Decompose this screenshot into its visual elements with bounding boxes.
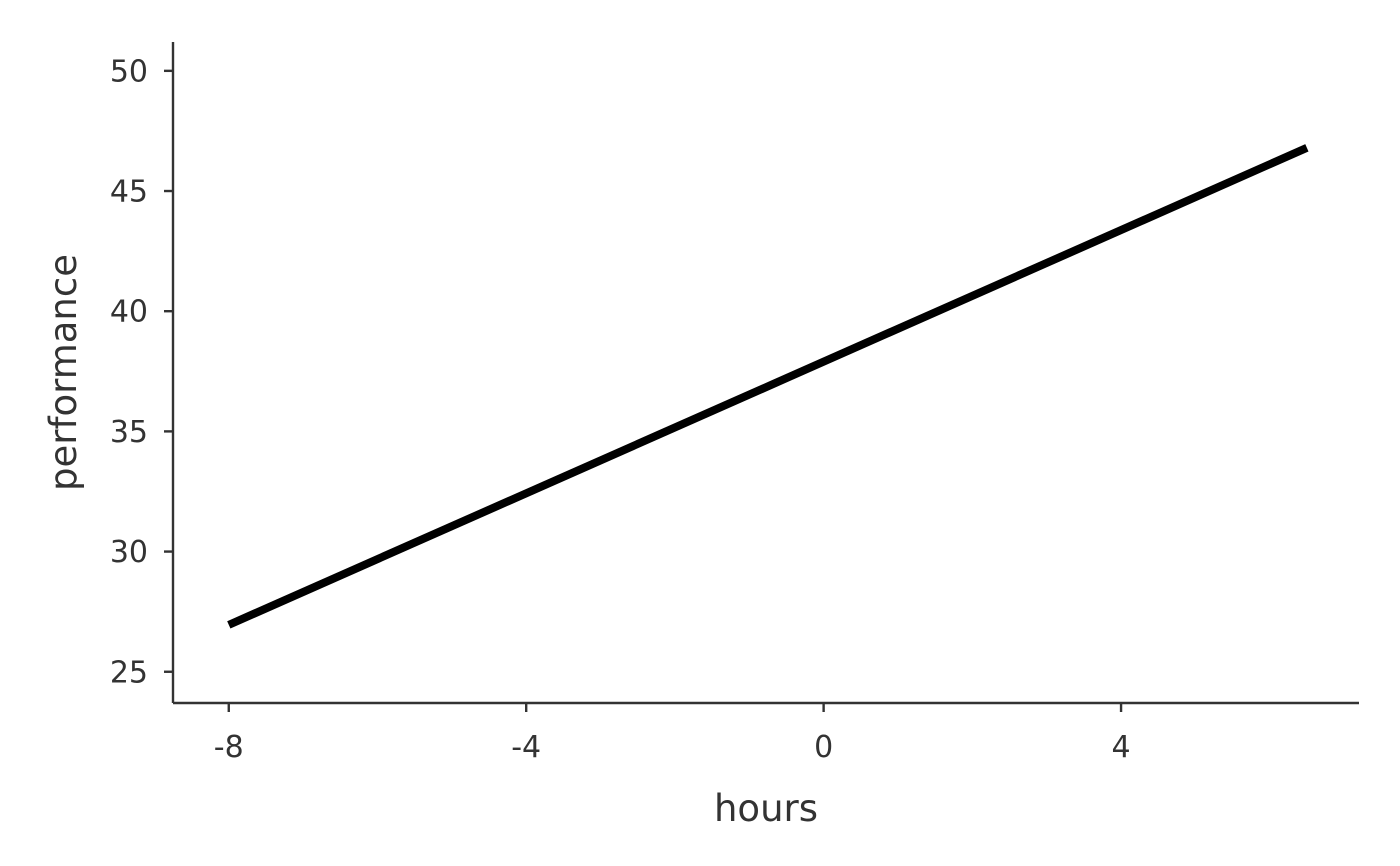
y-tick-label: 25 — [110, 655, 148, 690]
y-tick-label: 30 — [110, 535, 148, 570]
plot-area — [227, 144, 1309, 629]
axes — [171, 42, 1359, 705]
y-tick-label: 45 — [110, 175, 148, 210]
y-axis-title: performance — [42, 254, 85, 491]
x-axis-ticks: -8 -4 0 4 — [214, 703, 1131, 765]
x-tick-label: -4 — [511, 730, 541, 765]
x-tick-label: 0 — [814, 730, 833, 765]
y-tick-label: 40 — [110, 295, 148, 330]
x-tick-label: -8 — [214, 730, 244, 765]
series-line — [227, 144, 1309, 629]
x-tick-label: 4 — [1112, 730, 1131, 765]
y-tick-label: 35 — [110, 415, 148, 450]
y-axis-ticks: 25 30 35 40 45 50 — [110, 54, 173, 690]
y-tick-label: 50 — [110, 54, 148, 89]
x-axis-title: hours — [714, 787, 818, 830]
